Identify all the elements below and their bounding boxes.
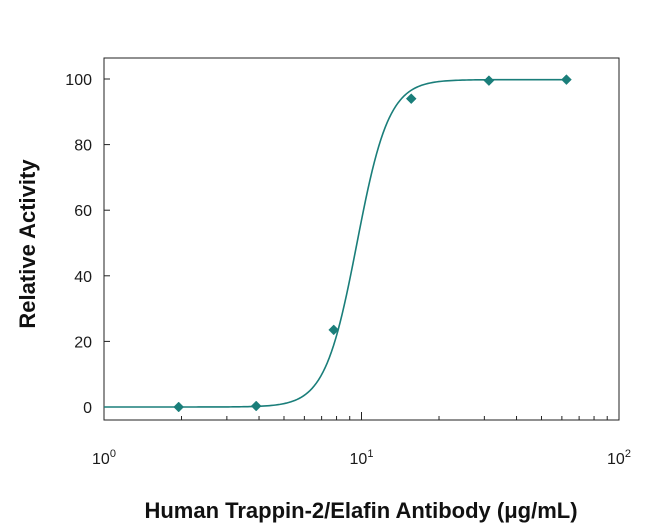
x-axis-title: Human Trappin-2/Elafin Antibody (μg/mL): [144, 498, 577, 523]
y-tick-label: 60: [74, 203, 92, 220]
fit-curve: [104, 78, 566, 408]
plot-frame: [103, 57, 620, 421]
y-tick-label: 100: [65, 72, 92, 89]
data-point: [250, 400, 262, 412]
x-tick-label: 102: [607, 448, 631, 468]
x-tick-label: 100: [92, 448, 116, 468]
x-tick-label: 101: [350, 448, 374, 468]
y-axis-title: Relative Activity: [15, 159, 40, 329]
y-axis: 0 20 40 60 80 100: [65, 72, 110, 417]
data-point: [483, 75, 495, 86]
y-tick-label: 0: [83, 400, 92, 417]
x-axis: 100 101 102: [92, 412, 631, 468]
data-point: [328, 324, 340, 336]
data-point: [173, 401, 185, 413]
data-point: [405, 93, 417, 105]
data-points: [173, 74, 572, 413]
y-tick-label: 20: [74, 334, 92, 351]
y-tick-label: 40: [74, 269, 92, 286]
data-point: [561, 74, 572, 86]
y-tick-label: 80: [74, 138, 92, 155]
